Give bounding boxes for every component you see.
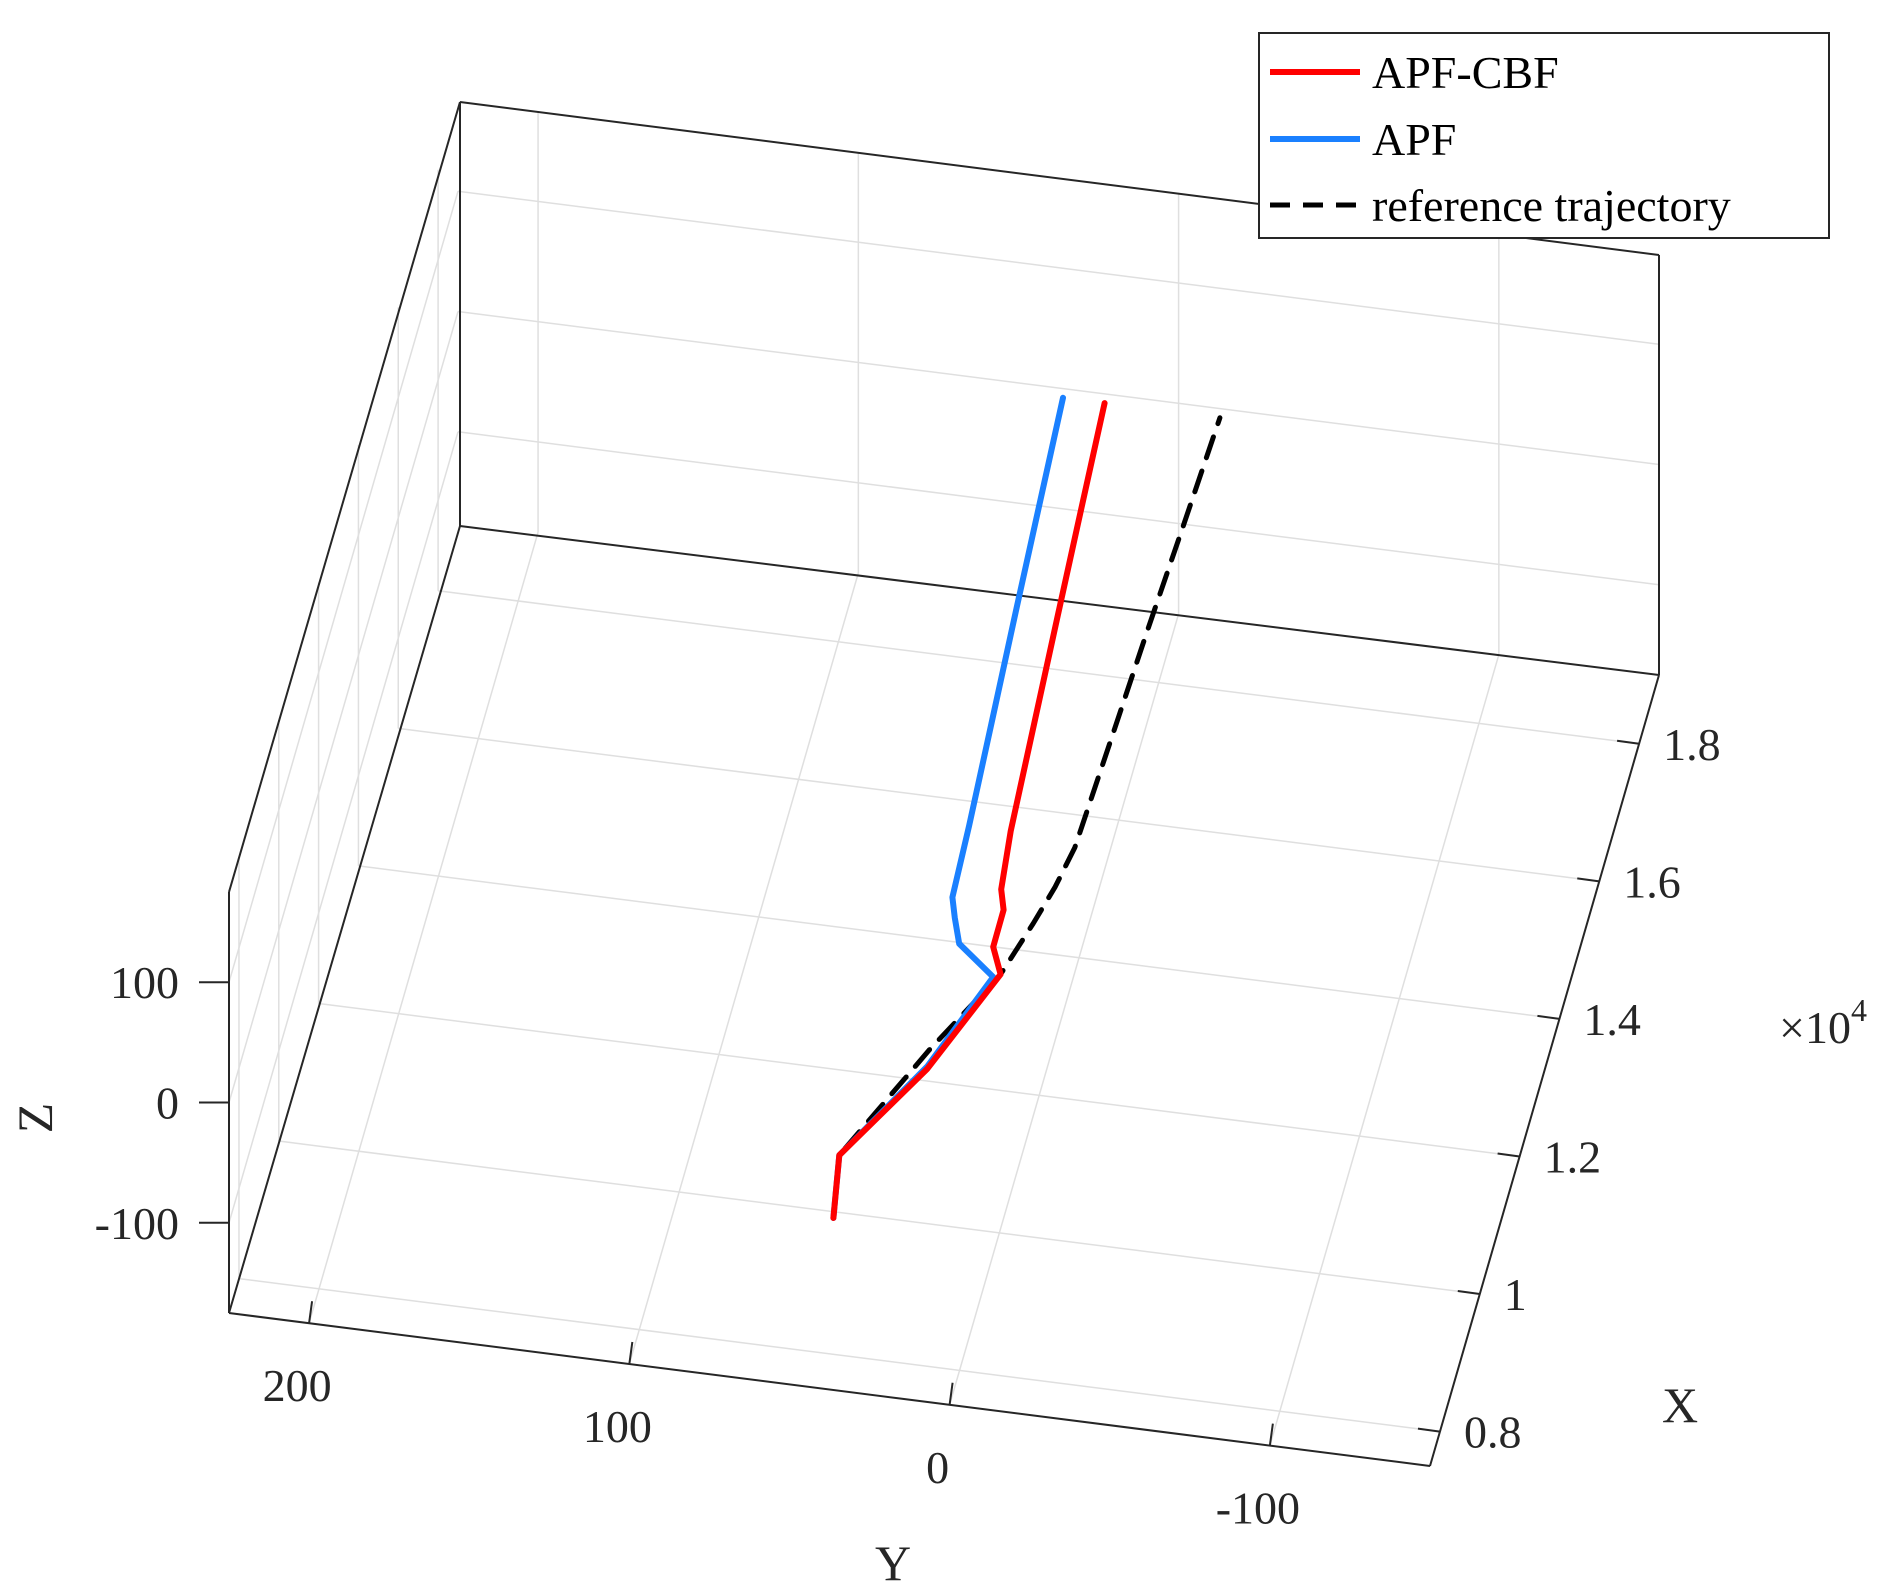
z-tick-label-1: 0 bbox=[156, 1078, 179, 1129]
grid-leftwall-z-2 bbox=[228, 431, 459, 1223]
legend-label-reference: reference trajectory bbox=[1372, 180, 1731, 231]
grid-floor-x-0 bbox=[238, 1277, 1441, 1433]
grid-backwall-z-0 bbox=[457, 190, 1660, 345]
legend-label-apf-cbf: APF-CBF bbox=[1372, 47, 1559, 98]
y-axis-label: Y bbox=[875, 1535, 911, 1591]
box-edge-left-top bbox=[228, 101, 461, 893]
y-tick-label-1: 100 bbox=[583, 1401, 652, 1452]
grid-backwall-z-2 bbox=[457, 431, 1660, 586]
x-tick-mark-1 bbox=[1457, 1290, 1480, 1296]
series-line-apf-cbf bbox=[830, 400, 1108, 1221]
series-lines bbox=[830, 394, 1223, 1221]
x-exponent-power: 4 bbox=[1851, 992, 1867, 1028]
x-tick-label-0: 0.8 bbox=[1464, 1407, 1522, 1458]
y-tick-mark-2 bbox=[948, 1382, 954, 1405]
grid-floor-x-5 bbox=[437, 590, 1640, 745]
x-tick-label-4: 1.6 bbox=[1623, 856, 1681, 907]
z-axis-label: Z bbox=[7, 1103, 63, 1134]
y-tick-mark-3 bbox=[1268, 1423, 1274, 1446]
z-tick-label-2: -100 bbox=[95, 1198, 179, 1249]
x-tick-mark-0 bbox=[1417, 1427, 1441, 1433]
grid-leftwall-z-1 bbox=[228, 311, 459, 1103]
box-edge-left-bottom bbox=[228, 525, 461, 1314]
y-tick-mark-1 bbox=[628, 1341, 634, 1365]
box-edge-right-bottom bbox=[1429, 674, 1660, 1467]
x-axis-label: X bbox=[1662, 1377, 1698, 1433]
legend-label-apf: APF bbox=[1372, 114, 1456, 165]
y-tick-label-0: 200 bbox=[263, 1360, 332, 1411]
legend: APF-CBF APF reference trajectory bbox=[1258, 32, 1830, 239]
x-exponent-label: ×104 bbox=[1779, 992, 1867, 1053]
axis-ticks: 0.8 1 1.2 1.4 1.6 1.8 200 100 0 -100 100 0 -100 bbox=[95, 719, 1721, 1534]
series-line-reference-trajectory bbox=[830, 415, 1223, 1221]
y-tick-label-2: 0 bbox=[926, 1442, 949, 1493]
grid-floor-y-3 bbox=[1269, 654, 1500, 1446]
grid-leftwall-z-0 bbox=[228, 191, 459, 983]
grid-floor-x-4 bbox=[398, 727, 1600, 883]
x-tick-mark-2 bbox=[1497, 1152, 1520, 1158]
x-exponent-base: ×10 bbox=[1779, 1002, 1851, 1053]
x-tick-mark-5 bbox=[1616, 739, 1640, 745]
axes-box bbox=[228, 101, 1660, 1467]
grid-floor-y-2 bbox=[948, 613, 1180, 1406]
x-tick-label-2: 1.2 bbox=[1544, 1131, 1602, 1182]
z-tick-label-0: 100 bbox=[110, 957, 179, 1008]
y-tick-mark-0 bbox=[308, 1301, 314, 1324]
grid-floor-y-1 bbox=[628, 572, 860, 1365]
y-tick-label-3: -100 bbox=[1216, 1483, 1300, 1534]
box-edge-front-bottom bbox=[228, 1312, 1431, 1467]
x-tick-mark-3 bbox=[1537, 1014, 1560, 1020]
grid-lines bbox=[228, 111, 1660, 1446]
x-tick-mark-4 bbox=[1577, 877, 1600, 883]
grid-floor-y-0 bbox=[308, 531, 539, 1324]
grid-backwall-z-1 bbox=[457, 310, 1660, 466]
x-tick-label-1: 1 bbox=[1504, 1269, 1527, 1320]
x-tick-label-5: 1.8 bbox=[1663, 719, 1721, 770]
grid-floor-x-1 bbox=[278, 1140, 1480, 1295]
x-tick-label-3: 1.4 bbox=[1583, 994, 1641, 1045]
